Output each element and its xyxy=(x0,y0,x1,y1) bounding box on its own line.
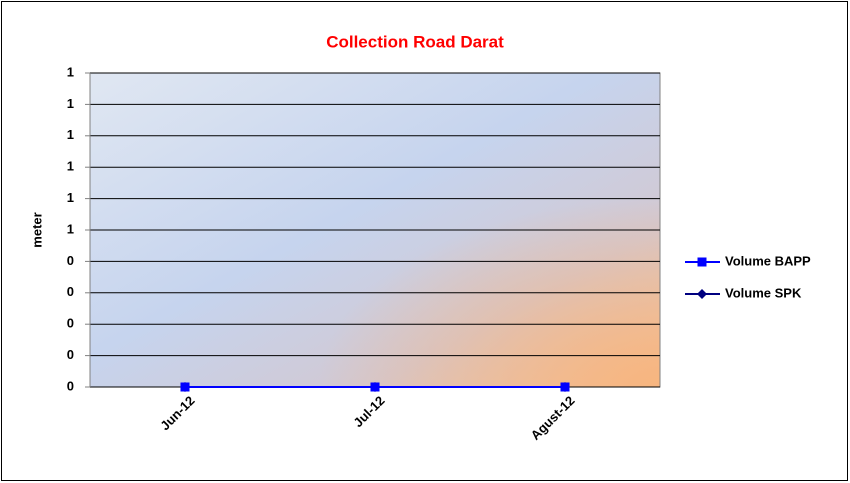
y-tick-label: 0 xyxy=(67,284,74,299)
legend-marker xyxy=(697,257,707,267)
data-point xyxy=(180,382,190,392)
legend-label: Volume SPK xyxy=(725,285,802,300)
y-tick-label: 0 xyxy=(67,378,74,393)
y-tick-label: 1 xyxy=(67,159,74,174)
y-tick-label: 1 xyxy=(67,96,74,111)
legend-marker xyxy=(697,289,707,299)
y-tick-label: 1 xyxy=(67,64,74,79)
data-point xyxy=(560,382,570,392)
y-tick-label: 1 xyxy=(67,190,74,205)
y-tick-label: 0 xyxy=(67,316,74,331)
y-axis-label: meter xyxy=(29,212,44,247)
y-tick-label: 1 xyxy=(67,127,74,142)
y-tick-label: 0 xyxy=(67,347,74,362)
data-point xyxy=(370,382,380,392)
legend-label: Volume BAPP xyxy=(725,253,811,268)
chart-title: Collection Road Darat xyxy=(326,32,504,51)
y-tick-label: 0 xyxy=(67,253,74,268)
y-tick-label: 1 xyxy=(67,221,74,236)
